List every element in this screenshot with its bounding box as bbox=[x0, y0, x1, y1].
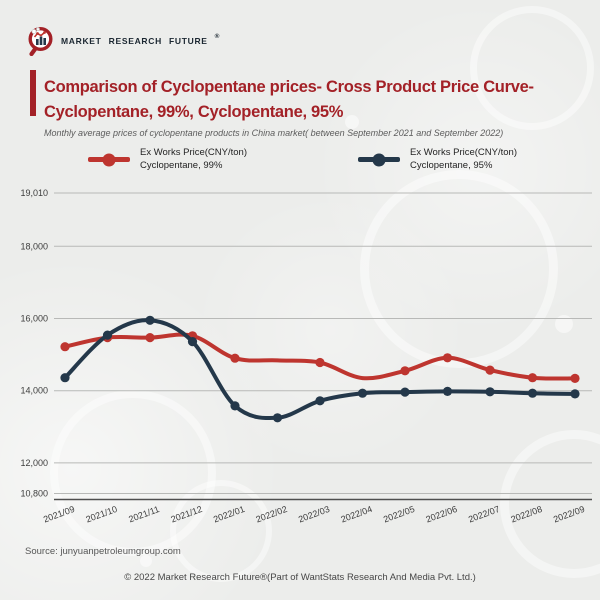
svg-text:2021/11: 2021/11 bbox=[127, 504, 160, 524]
svg-text:2021/12: 2021/12 bbox=[169, 504, 203, 525]
svg-text:14,000: 14,000 bbox=[20, 386, 48, 396]
title-line-2: Cyclopentane, 99%, Cyclopentane, 95% bbox=[44, 103, 344, 122]
svg-text:2022/01: 2022/01 bbox=[212, 504, 246, 525]
source-note: Source: junyuanpetroleumgroup.com bbox=[25, 546, 181, 557]
svg-text:12,000: 12,000 bbox=[20, 458, 48, 468]
svg-text:2022/08: 2022/08 bbox=[509, 504, 543, 525]
svg-text:2022/07: 2022/07 bbox=[467, 504, 501, 525]
page-title: Comparison of Cyclopentane prices- Cross… bbox=[44, 75, 534, 125]
legend-marker-95 bbox=[358, 153, 400, 166]
svg-text:16,000: 16,000 bbox=[20, 314, 48, 324]
svg-text:10,800: 10,800 bbox=[20, 489, 48, 499]
svg-text:2022/09: 2022/09 bbox=[552, 504, 586, 525]
chart-legend: Ex Works Price(CNY/ton) Cyclopentane, 99… bbox=[0, 147, 600, 179]
svg-text:2022/05: 2022/05 bbox=[382, 504, 416, 525]
legend-dot-icon bbox=[372, 153, 386, 166]
chart-subtitle: Monthly average prices of cyclopentane p… bbox=[44, 128, 504, 138]
svg-text:2021/09: 2021/09 bbox=[42, 504, 76, 525]
svg-text:2022/04: 2022/04 bbox=[339, 504, 373, 525]
legend-label-99: Ex Works Price(CNY/ton) Cyclopentane, 99… bbox=[140, 147, 247, 171]
magnifier-chart-icon bbox=[28, 26, 53, 56]
title-accent-bar bbox=[30, 70, 36, 116]
legend-dot-icon bbox=[102, 153, 116, 166]
price-line-chart: 19,010 18,000 16,000 14,000 12,000 10,800 2021… bbox=[20, 188, 592, 525]
svg-text:2022/03: 2022/03 bbox=[297, 504, 331, 525]
legend-item-99: Ex Works Price(CNY/ton) Cyclopentane, 99… bbox=[88, 147, 247, 172]
svg-text:18,000: 18,000 bbox=[20, 241, 48, 251]
svg-text:2022/02: 2022/02 bbox=[254, 504, 288, 525]
registered-mark: ® bbox=[214, 32, 220, 40]
svg-text:19,010: 19,010 bbox=[20, 188, 48, 198]
brand-name: MARKET RESEARCH FUTURE bbox=[61, 36, 208, 46]
copyright-note: © 2022 Market Research Future®(Part of W… bbox=[124, 572, 476, 583]
legend-item-95: Ex Works Price(CNY/ton) Cyclopentane, 95… bbox=[358, 147, 517, 172]
title-line-1: Comparison of Cyclopentane prices- Cross… bbox=[44, 78, 534, 97]
svg-text:2022/06: 2022/06 bbox=[424, 504, 458, 525]
brand-logo: MARKET RESEARCH FUTURE ® bbox=[27, 26, 219, 56]
svg-text:2021/10: 2021/10 bbox=[84, 504, 118, 525]
legend-marker-99 bbox=[88, 153, 130, 166]
legend-label-95: Ex Works Price(CNY/ton) Cyclopentane, 95… bbox=[410, 147, 517, 171]
